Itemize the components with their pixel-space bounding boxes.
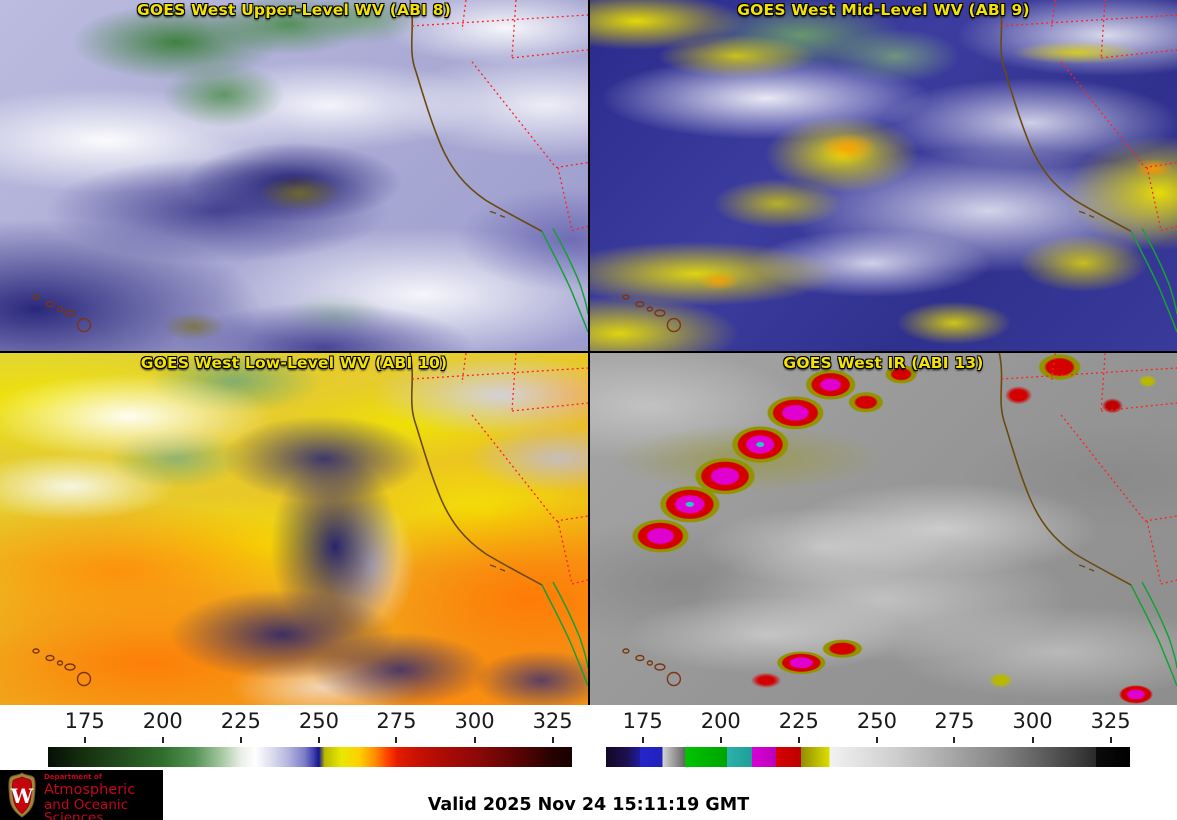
channel-islands (489, 210, 506, 219)
colorbar-tick-label: 225 (778, 709, 819, 733)
colorbar-tick-label: 175 (622, 709, 663, 733)
panel-upper-level-wv: GOES West Upper-Level WV (ABI 8) (0, 0, 588, 351)
tick-mark (719, 737, 722, 743)
colorbar-tick-label: 300 (454, 709, 495, 733)
panel-mid-level-wv: GOES West Mid-Level WV (ABI 9) (590, 0, 1177, 351)
map-overlay-svg (32, 353, 588, 687)
map-overlay (590, 0, 1177, 351)
colorbar-tick-label: 275 (376, 709, 417, 733)
map-overlay (0, 353, 588, 705)
colorbar-gradient-ir (606, 747, 1130, 767)
logo-text: Department of Atmospheric and Oceanic Sc… (44, 774, 163, 820)
colorbar-tick-label: 200 (700, 709, 741, 733)
channel-islands (1078, 564, 1095, 572)
logo-dept-line: Department of (44, 773, 102, 781)
baja-outline (1130, 581, 1177, 687)
uw-aos-logo: W Department of Atmospheric and Oceanic … (0, 770, 163, 820)
tick-mark (83, 737, 86, 743)
state-borders (1001, 353, 1177, 585)
map-overlay-svg (622, 0, 1177, 333)
panel-title: GOES West Mid-Level WV (ABI 9) (737, 1, 1030, 19)
channel-islands (489, 564, 506, 572)
hawaii-islands (32, 294, 92, 333)
colorbar-gradient-wv (48, 747, 572, 767)
satellite-image-abi13 (590, 353, 1177, 705)
tick-mark (1031, 737, 1034, 743)
tick-mark (1109, 737, 1112, 743)
panel-title: GOES West Low-Level WV (ABI 10) (140, 354, 448, 372)
tick-mark (641, 737, 644, 743)
tick-mark (239, 737, 242, 743)
satellite-image-abi9 (590, 0, 1177, 351)
legend-footer: 175 200 225 250 275 300 325 175 200 225 … (0, 705, 1177, 820)
coastline (998, 0, 1132, 233)
tick-mark (395, 737, 398, 743)
tick-mark (551, 737, 554, 743)
panel-ir: GOES West IR (ABI 13) (590, 353, 1177, 705)
logo-name-line2: and Oceanic Sciences (44, 796, 129, 820)
baja-outline (541, 227, 588, 333)
satellite-image-abi10 (0, 353, 588, 705)
baja-outline (541, 581, 588, 687)
colorbar-tick-label: 275 (934, 709, 975, 733)
colorbar-tick-label: 325 (532, 709, 573, 733)
map-overlay-svg (622, 353, 1177, 687)
crest-letter: W (10, 784, 34, 808)
colorbar-tick-label: 200 (142, 709, 183, 733)
colorbar-tick-label: 325 (1090, 709, 1131, 733)
state-borders (411, 353, 588, 585)
tick-mark (317, 737, 320, 743)
colorbar-tick-label: 300 (1012, 709, 1053, 733)
hawaii-islands (622, 294, 682, 333)
map-overlay-svg (32, 0, 588, 333)
colorbar-infrared: 175 200 225 250 275 300 325 (606, 709, 1131, 769)
baja-outline (1130, 227, 1177, 333)
panel-title: GOES West Upper-Level WV (ABI 8) (136, 1, 452, 19)
hawaii-islands (622, 648, 682, 687)
tick-mark (797, 737, 800, 743)
state-borders (1001, 0, 1177, 231)
coastline (998, 353, 1132, 586)
colorbar-tick-label: 175 (64, 709, 105, 733)
colorbar-water-vapor: 175 200 225 250 275 300 325 (48, 709, 573, 769)
tick-mark (473, 737, 476, 743)
map-overlay (0, 0, 588, 351)
tick-mark (161, 737, 164, 743)
panel-low-level-wv: GOES West Low-Level WV (ABI 10) (0, 353, 588, 705)
logo-name-line1: Atmospheric (44, 782, 136, 798)
coastline (409, 353, 543, 586)
map-overlay (590, 353, 1177, 705)
coastline (409, 0, 543, 233)
colorbar-tick-label: 225 (220, 709, 261, 733)
valid-time-text: Valid 2025 Nov 24 15:11:19 GMT (427, 795, 750, 815)
colorbar-tick-label: 250 (298, 709, 339, 733)
satellite-image-abi8 (0, 0, 588, 351)
panel-title: GOES West IR (ABI 13) (783, 354, 984, 372)
tick-mark (875, 737, 878, 743)
channel-islands (1078, 210, 1095, 219)
state-borders (411, 0, 588, 231)
uw-crest-icon: W (8, 772, 36, 818)
colorbar-tick-label: 250 (856, 709, 897, 733)
tick-mark (953, 737, 956, 743)
hawaii-islands (32, 648, 92, 687)
